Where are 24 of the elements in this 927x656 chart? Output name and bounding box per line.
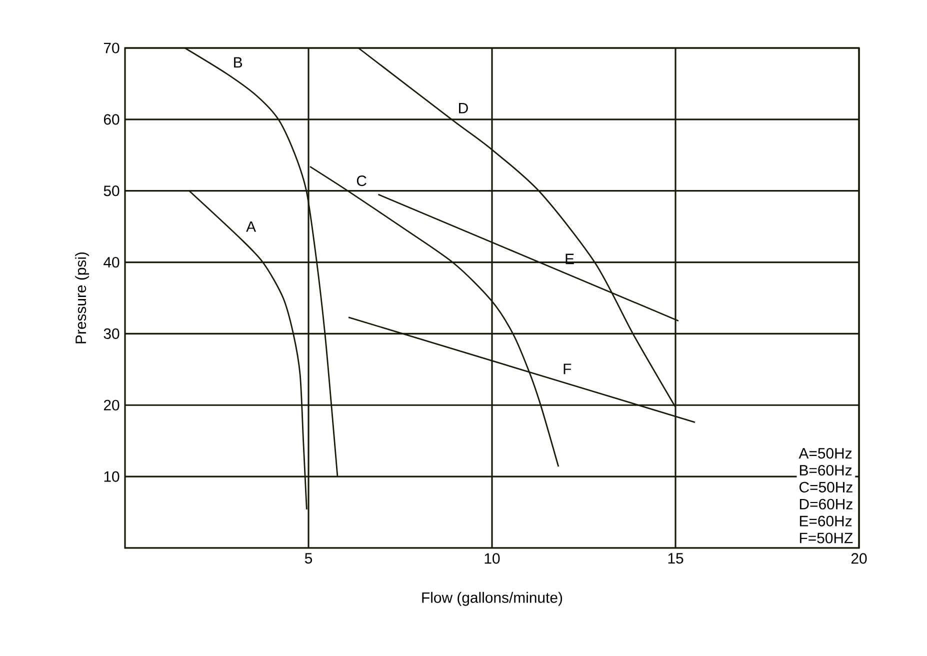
series-label: B: [234, 57, 242, 68]
x-tick-label: 20: [851, 553, 867, 564]
annotation: C=50Hz: [800, 482, 852, 492]
y-axis-title: Pressure (psi): [75, 252, 90, 344]
annotation: B=60Hz: [800, 464, 852, 476]
y-tick-label: 50: [104, 186, 120, 196]
series-label: A: [246, 222, 256, 232]
x-axis-title: Flow (gallons/minute): [422, 592, 562, 606]
x-tick-label: 10: [484, 553, 500, 564]
series-label: C: [356, 176, 366, 186]
y-tick-label: 70: [104, 42, 120, 54]
series-label: D: [459, 102, 468, 114]
y-tick-label: 20: [104, 400, 120, 410]
y-tick-label: 30: [104, 328, 120, 339]
annotation: D=60Hz: [800, 498, 852, 510]
series-label: F: [564, 364, 572, 374]
annotation: F=50HZ: [800, 532, 853, 544]
y-tick-label: 60: [104, 114, 120, 125]
y-tick-label: 40: [104, 256, 120, 268]
x-tick-label: 15: [668, 553, 684, 564]
annotation: E=60Hz: [800, 516, 852, 526]
y-tick-label: 10: [104, 471, 120, 482]
x-tick-label: 5: [304, 553, 312, 564]
annotation: A=50Hz: [798, 448, 852, 459]
